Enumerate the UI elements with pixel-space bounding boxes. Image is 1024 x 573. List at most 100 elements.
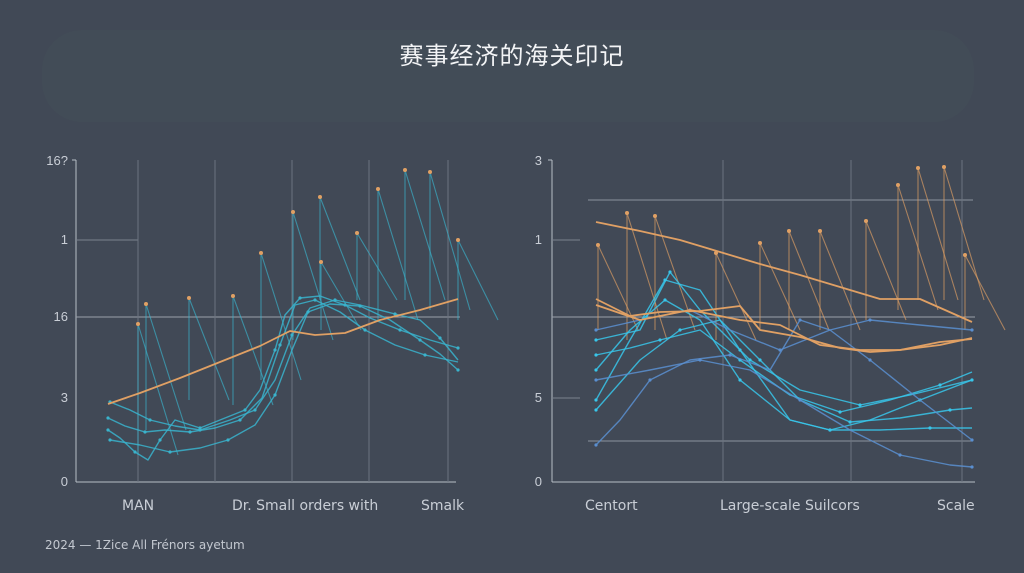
series-line-teal-wave-4 — [109, 303, 459, 453]
data-point — [594, 408, 598, 412]
data-point — [668, 270, 672, 274]
data-point — [106, 416, 110, 420]
data-point — [970, 378, 974, 382]
data-point — [798, 398, 802, 402]
data-point — [928, 426, 932, 430]
data-point — [298, 296, 302, 300]
spike-marker — [758, 241, 762, 245]
series-line-teal-wave-2 — [107, 299, 459, 433]
data-point — [868, 318, 872, 322]
data-point — [594, 368, 598, 372]
page-title: 赛事经济的海关印记 — [399, 42, 625, 70]
data-point — [418, 338, 422, 342]
spike-marker — [259, 251, 263, 255]
series-line-cyan-1 — [595, 279, 973, 431]
spike-line — [819, 230, 861, 331]
data-point — [290, 333, 294, 337]
data-point — [306, 310, 310, 314]
data-point — [273, 348, 277, 352]
x-tick-label: MAN — [122, 498, 155, 514]
spike-marker — [596, 243, 600, 247]
data-point — [648, 378, 652, 382]
data-point — [838, 410, 842, 414]
title-banner — [42, 30, 974, 122]
data-point — [158, 438, 162, 442]
data-point — [868, 358, 872, 362]
y-tick-label: 16? — [46, 153, 68, 168]
series-line-cyan-4 — [595, 329, 973, 413]
y-tick-label: 3 — [534, 153, 542, 168]
spike-marker — [963, 253, 967, 257]
data-point — [313, 298, 317, 302]
data-point — [594, 378, 598, 382]
spike-marker — [916, 166, 920, 170]
data-point — [678, 328, 682, 332]
data-point — [848, 420, 852, 424]
footer-caption: 2024 — 1Zice All Frénors ayetum — [45, 538, 245, 552]
spike-marker — [144, 302, 148, 306]
data-point — [594, 353, 598, 357]
y-tick-label: 16 — [53, 309, 68, 324]
data-point — [243, 408, 247, 412]
data-point — [393, 312, 397, 316]
spike-marker — [403, 168, 407, 172]
data-point — [168, 450, 172, 454]
spike-marker — [319, 260, 323, 264]
data-point — [970, 328, 974, 332]
y-tick-label: 0 — [60, 474, 68, 489]
data-point — [698, 358, 702, 362]
data-point — [398, 328, 402, 332]
data-point — [133, 450, 137, 454]
x-tick-label: Large-scale Suilcors — [720, 498, 860, 514]
spike-marker — [787, 229, 791, 233]
data-point — [198, 428, 202, 432]
spike-marker — [355, 231, 359, 235]
data-point — [108, 438, 112, 442]
data-point — [226, 438, 230, 442]
data-point — [858, 403, 862, 407]
spike-line — [865, 220, 907, 321]
spike-marker — [291, 210, 295, 214]
spike-marker — [318, 195, 322, 199]
data-point — [278, 343, 282, 347]
data-point — [828, 428, 832, 432]
spike-line — [715, 252, 757, 341]
data-point — [333, 298, 337, 302]
data-point — [273, 393, 277, 397]
series-line-orange-top — [595, 221, 973, 323]
y-tick-label: 1 — [534, 232, 542, 247]
data-point — [456, 368, 460, 372]
spike-marker — [187, 296, 191, 300]
data-point — [658, 338, 662, 342]
data-point — [738, 378, 742, 382]
data-point — [594, 398, 598, 402]
data-point — [970, 465, 974, 469]
series-line-teal-wave-1 — [107, 295, 459, 461]
left-chart-plot — [72, 159, 499, 483]
spike-line — [917, 167, 959, 301]
spike-marker — [818, 229, 822, 233]
spike-marker — [653, 214, 657, 218]
data-point — [748, 358, 752, 362]
spike-marker — [231, 294, 235, 298]
data-point — [143, 430, 147, 434]
series-line-blue-1 — [595, 319, 973, 446]
data-point — [778, 348, 782, 352]
data-point — [798, 318, 802, 322]
data-point — [238, 418, 242, 422]
data-point — [594, 328, 598, 332]
data-point — [423, 353, 427, 357]
left-chart: 16? 1 16 3 0 MAN Dr. Small orders with S… — [46, 153, 499, 514]
data-point — [594, 338, 598, 342]
x-tick-label: Scale — [937, 498, 975, 514]
data-point — [148, 418, 152, 422]
x-tick-label: Dr. Small orders with — [232, 498, 379, 514]
series-line-trend — [107, 298, 459, 405]
data-point — [758, 358, 762, 362]
spike-marker — [456, 238, 460, 242]
x-tick-label: Centort — [585, 498, 638, 514]
data-point — [663, 298, 667, 302]
y-tick-label: 1 — [60, 232, 68, 247]
spike-marker — [864, 219, 868, 223]
